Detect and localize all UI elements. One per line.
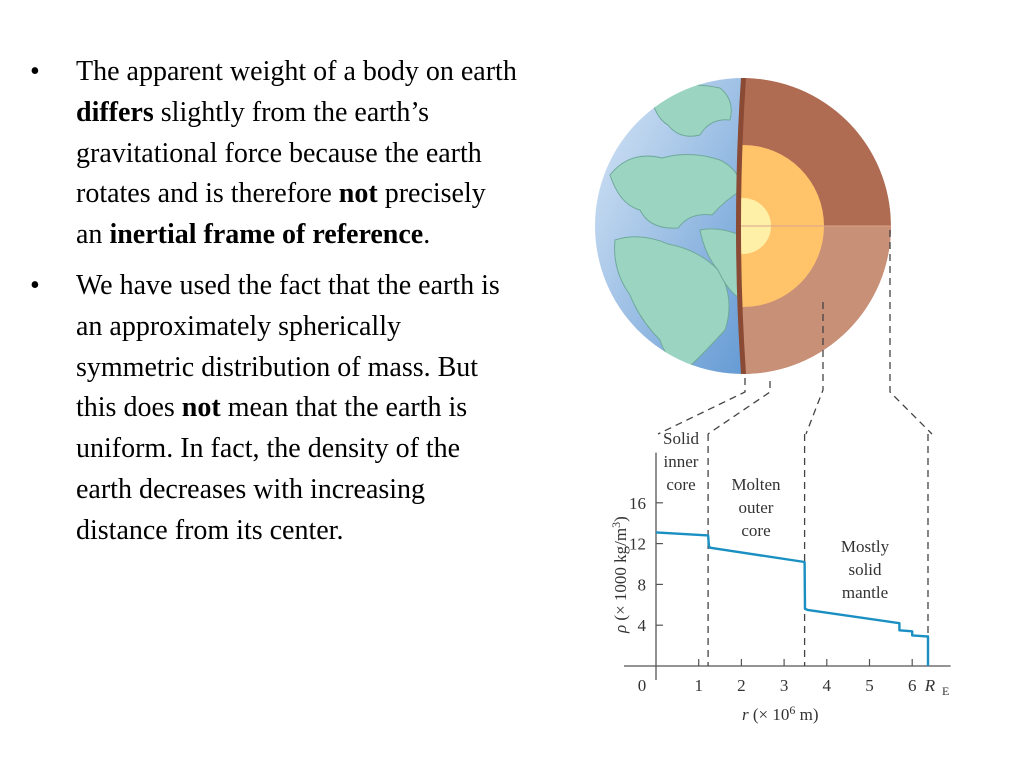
text-segment: mean that the earth is uniform. In fact,…: [76, 392, 468, 546]
region-label-outer: outer: [739, 498, 774, 517]
x-tick-label: 1: [694, 676, 703, 695]
connector-outer: [707, 381, 771, 435]
x-tick-label: 5: [865, 676, 874, 695]
x-end-label: R: [924, 676, 936, 695]
text-segment: slightly from the earth’s gravitational …: [76, 96, 482, 210]
text-segment: We have used the fact that the earth is …: [76, 269, 500, 424]
connector-mantle-inner: [805, 302, 824, 435]
bullet-dot: •: [30, 56, 40, 87]
text-segment: precisely an: [76, 178, 486, 251]
y-tick-label: 16: [629, 494, 646, 513]
region-label-outer: Molten: [731, 475, 781, 494]
text-segment: The apparent weight of a body on earth: [76, 56, 517, 87]
bullet-item-2: • We have used the fact that the earth is…: [28, 266, 518, 552]
bold-text-segment: inertial frame of reference: [109, 219, 424, 251]
region-label-mantle: solid: [848, 560, 882, 579]
connector-inner: [657, 378, 746, 435]
connector-mantle-outer: [889, 230, 933, 435]
y-tick-label: 8: [638, 575, 647, 594]
y-axis-label: ρ (× 1000 kg/m3): [609, 516, 630, 634]
density-curve: [655, 531, 930, 666]
text-segment: .: [423, 219, 431, 251]
earth-cutaway-icon: [595, 78, 891, 374]
x-tick-label: 6: [908, 676, 917, 695]
bullet-list: • The apparent weight of a body on earth …: [28, 52, 518, 562]
y-tick-label: 12: [629, 535, 646, 554]
bold-text-segment: not: [181, 392, 221, 424]
x-tick-label: 2: [737, 676, 746, 695]
x-tick-label: 4: [823, 676, 832, 695]
region-label-inner: core: [666, 475, 695, 494]
x-tick-label: 3: [780, 676, 789, 695]
region-label-mantle: mantle: [842, 583, 888, 602]
y-tick-label: 4: [638, 616, 647, 635]
bold-text-segment: differs: [76, 96, 154, 128]
connector-lines: [657, 230, 933, 435]
region-label-inner: inner: [664, 452, 699, 471]
bold-text-segment: not: [338, 178, 378, 210]
region-label-inner: Solid: [663, 429, 699, 448]
region-label-outer: core: [741, 521, 770, 540]
x-axis-label: r (× 106 m): [742, 703, 819, 724]
bullet-item-1: • The apparent weight of a body on earth …: [28, 52, 518, 256]
region-label-mantle: Mostly: [841, 537, 890, 556]
x-end-sub: E: [942, 684, 949, 698]
x-tick-label: 0: [638, 676, 647, 695]
bullet-dot: •: [30, 269, 40, 301]
